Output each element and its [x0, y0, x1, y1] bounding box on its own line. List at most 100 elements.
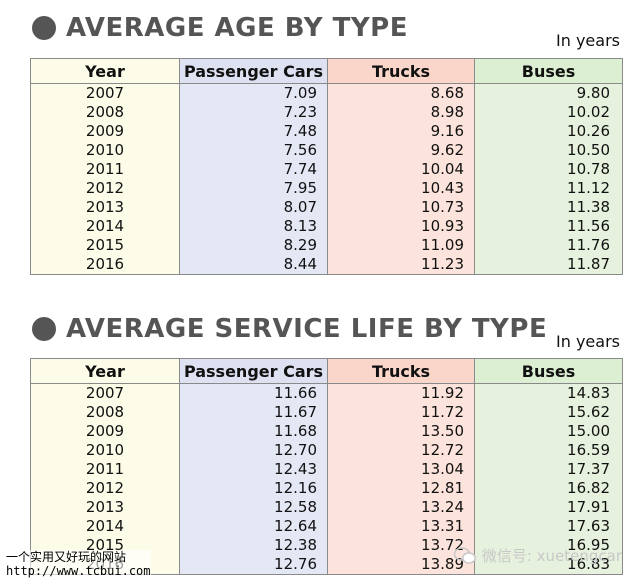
cell-year: 2011 [30, 160, 180, 179]
cell-passenger-cars: 7.56 [179, 141, 328, 160]
table-row: 2008 7.23 8.98 10.02 [30, 103, 623, 122]
column-header-year: Year [30, 358, 180, 384]
cell-buses: 10.78 [474, 160, 623, 179]
cell-year: 2012 [30, 479, 180, 498]
cell-passenger-cars: 12.76 [179, 555, 328, 575]
cell-buses: 11.76 [474, 236, 623, 255]
column-header-buses: Buses [474, 58, 623, 84]
bullet-dot-icon [32, 16, 56, 40]
cell-year: 2010 [30, 141, 180, 160]
section-title-average-age: AVERAGE AGE BY TYPE [32, 13, 408, 43]
table-row: 2014 12.64 13.31 17.63 [30, 517, 623, 536]
cell-passenger-cars: 12.70 [179, 441, 328, 460]
table-row: 2010 7.56 9.62 10.50 [30, 141, 623, 160]
cell-trucks: 11.72 [327, 403, 475, 422]
cell-passenger-cars: 7.23 [179, 103, 328, 122]
cell-year: 2013 [30, 198, 180, 217]
cell-year: 2007 [30, 83, 180, 103]
service-life-table: Year Passenger Cars Trucks Buses 2007 11.66 11… [30, 358, 623, 575]
cell-passenger-cars: 8.13 [179, 217, 328, 236]
column-header-passenger-cars: Passenger Cars [179, 358, 328, 384]
cell-trucks: 12.81 [327, 479, 475, 498]
watermark-left-url: http://www.tcbui.com [6, 564, 151, 578]
cell-passenger-cars: 12.58 [179, 498, 328, 517]
cell-buses: 16.95 [474, 536, 623, 555]
table-row: 2007 7.09 8.68 9.80 [30, 83, 623, 103]
cell-year: 2007 [30, 383, 180, 403]
wechat-icon [453, 546, 476, 564]
cell-buses: 11.56 [474, 217, 623, 236]
cell-trucks: 8.68 [327, 83, 475, 103]
cell-year: 2008 [30, 103, 180, 122]
watermark-right: 微信号: xuetengcar [453, 545, 622, 566]
cell-passenger-cars: 8.44 [179, 255, 328, 275]
column-header-trucks: Trucks [327, 358, 475, 384]
cell-buses: 16.83 [474, 555, 623, 575]
cell-buses: 10.50 [474, 141, 623, 160]
header-row: Year Passenger Cars Trucks Buses [30, 358, 623, 384]
column-header-passenger-cars: Passenger Cars [179, 58, 328, 84]
cell-trucks: 11.09 [327, 236, 475, 255]
cell-trucks: 11.23 [327, 255, 475, 275]
table-row: 2010 12.70 12.72 16.59 [30, 441, 623, 460]
cell-passenger-cars: 11.66 [179, 383, 328, 403]
cell-passenger-cars: 11.67 [179, 403, 328, 422]
cell-passenger-cars: 8.29 [179, 236, 328, 255]
cell-buses: 11.38 [474, 198, 623, 217]
cell-passenger-cars: 8.07 [179, 198, 328, 217]
table-row: 2009 11.68 13.50 15.00 [30, 422, 623, 441]
column-header-trucks: Trucks [327, 58, 475, 84]
column-header-buses: Buses [474, 358, 623, 384]
cell-trucks: 10.43 [327, 179, 475, 198]
cell-buses: 9.80 [474, 83, 623, 103]
unit-label: In years [556, 332, 620, 351]
cell-passenger-cars: 7.95 [179, 179, 328, 198]
cell-year: 2016 [30, 255, 180, 275]
cell-trucks: 13.24 [327, 498, 475, 517]
column-header-year: Year [30, 58, 180, 84]
table-row: 2015 12.38 13.72 16.95 [30, 536, 623, 555]
table-row: 2016 8.44 11.23 11.87 [30, 255, 623, 275]
cell-year: 2013 [30, 498, 180, 517]
cell-passenger-cars: 11.68 [179, 422, 328, 441]
cell-buses: 10.26 [474, 122, 623, 141]
cell-buses: 10.02 [474, 103, 623, 122]
table-row: 2007 11.66 11.92 14.83 [30, 383, 623, 403]
cell-trucks: 10.73 [327, 198, 475, 217]
cell-buses: 17.91 [474, 498, 623, 517]
cell-passenger-cars: 7.74 [179, 160, 328, 179]
cell-passenger-cars: 12.38 [179, 536, 328, 555]
table-row: 2012 12.16 12.81 16.82 [30, 479, 623, 498]
cell-year: 2012 [30, 179, 180, 198]
cell-passenger-cars: 12.43 [179, 460, 328, 479]
average-age-table: Year Passenger Cars Trucks Buses 2007 7.09 8.6… [30, 58, 623, 275]
cell-buses: 17.63 [474, 517, 623, 536]
cell-passenger-cars: 7.09 [179, 83, 328, 103]
table-row: 2015 8.29 11.09 11.76 [30, 236, 623, 255]
cell-buses: 14.83 [474, 383, 623, 403]
cell-year: 2009 [30, 422, 180, 441]
table-row: 2013 12.58 13.24 17.91 [30, 498, 623, 517]
cell-trucks: 9.16 [327, 122, 475, 141]
table-row: 2012 7.95 10.43 11.12 [30, 179, 623, 198]
watermark-left-line1: 一个实用又好玩的网站 [6, 550, 127, 564]
unit-label: In years [556, 31, 620, 50]
cell-trucks: 11.92 [327, 383, 475, 403]
header-row: Year Passenger Cars Trucks Buses [30, 58, 623, 84]
cell-trucks: 10.04 [327, 160, 475, 179]
cell-trucks: 10.93 [327, 217, 475, 236]
cell-buses: 15.62 [474, 403, 623, 422]
watermark-right-text: 微信号: xuetengcar [481, 547, 622, 565]
table-row: 2013 8.07 10.73 11.38 [30, 198, 623, 217]
bullet-dot-icon [32, 317, 56, 341]
cell-passenger-cars: 12.64 [179, 517, 328, 536]
cell-passenger-cars: 12.16 [179, 479, 328, 498]
cell-passenger-cars: 7.48 [179, 122, 328, 141]
cell-buses: 16.82 [474, 479, 623, 498]
cell-trucks: 13.31 [327, 517, 475, 536]
cell-buses: 11.12 [474, 179, 623, 198]
table-row: 2008 11.67 11.72 15.62 [30, 403, 623, 422]
cell-trucks: 9.62 [327, 141, 475, 160]
cell-year: 2014 [30, 217, 180, 236]
cell-year: 2015 [30, 236, 180, 255]
